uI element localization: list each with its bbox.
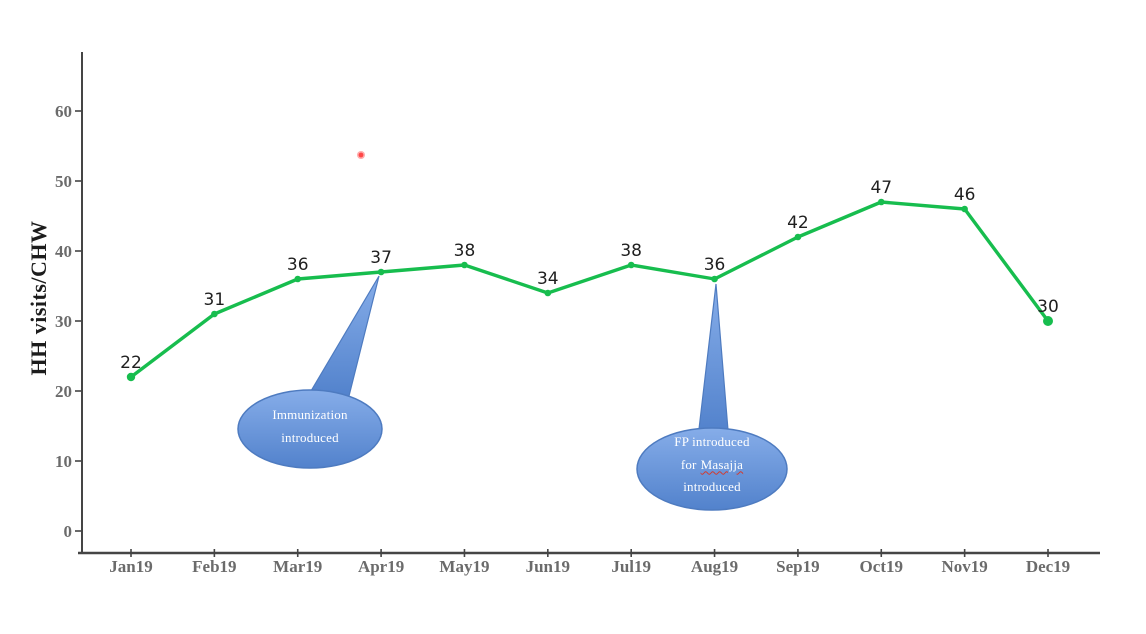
data-label: 38: [454, 241, 476, 261]
x-tick-label: Feb19: [192, 557, 236, 576]
x-tick-label: Dec19: [1026, 557, 1070, 576]
y-tick-label: 10: [55, 452, 72, 471]
y-tick-label: 20: [55, 382, 72, 401]
data-label: 38: [620, 241, 642, 261]
stray-red-dot: [357, 151, 365, 159]
callout2-ellipse: [636, 427, 788, 511]
axes-layer: 0 10 20 30 40 50 60 Jan19 Feb19 Mar19 Apr19 May19 Ju…: [55, 52, 1100, 576]
x-tick-label: Apr19: [358, 557, 404, 576]
callout1-text: Immunization introduced: [238, 403, 382, 449]
callout2-misspelled-word: Masajja: [700, 456, 744, 472]
data-label: 47: [870, 178, 892, 198]
x-tick-label: Mar19: [273, 557, 322, 576]
data-point: [794, 233, 802, 241]
y-axis-title: HH visits/CHW: [26, 220, 51, 376]
data-point: [877, 198, 885, 206]
callout2-line2-prefix: for: [680, 456, 697, 472]
series-line: [129, 200, 1050, 379]
callout2-line1: FP introduced: [674, 434, 750, 449]
y-tick-label: 40: [55, 242, 72, 261]
data-point: [461, 261, 468, 269]
data-label: 37: [370, 248, 392, 268]
data-label: 36: [287, 255, 309, 275]
callout2-line2: for Masajja: [636, 454, 788, 477]
data-point: [294, 275, 302, 283]
x-tick-label: Jun19: [526, 557, 570, 576]
y-tick-label: 60: [55, 102, 72, 121]
data-point: [377, 268, 385, 276]
x-tick-label: Aug19: [691, 557, 738, 576]
x-tick-label: May19: [439, 557, 489, 576]
series-layer: 22 31 36 37 38 34 38 36 42 47 46 30: [120, 178, 1059, 382]
data-label: 34: [537, 269, 559, 289]
data-point: [1043, 316, 1054, 326]
callout1-tail: [310, 275, 380, 398]
x-tick-label: Sep19: [776, 557, 819, 576]
callout2-text: FP introduced for Masajja introduced: [636, 431, 788, 499]
x-tick-label: Oct19: [860, 557, 903, 576]
callout1-ellipse: [237, 389, 383, 469]
y-tick-label: 0: [64, 522, 73, 541]
callout2-tail: [698, 283, 729, 434]
callout1-line2: introduced: [281, 430, 339, 445]
callout-shapes: [237, 275, 788, 511]
data-label: 42: [787, 213, 809, 233]
data-point: [544, 289, 552, 297]
data-label: 30: [1037, 297, 1059, 317]
data-point: [211, 310, 218, 318]
callout2-line3: introduced: [683, 479, 741, 494]
data-label: 36: [704, 255, 726, 275]
data-point: [961, 205, 968, 213]
x-tick-label: Jan19: [109, 557, 152, 576]
data-point: [627, 261, 635, 269]
y-tick-label: 50: [55, 172, 72, 191]
data-point: [126, 372, 136, 382]
data-label: 31: [204, 290, 226, 310]
x-tick-label: Jul19: [611, 557, 651, 576]
y-tick-label: 30: [55, 312, 72, 331]
data-point: [711, 275, 718, 283]
x-tick-label: Nov19: [941, 557, 987, 576]
data-label: 22: [120, 353, 142, 373]
data-label: 46: [954, 185, 976, 205]
callout1-line1: Immunization: [272, 407, 348, 422]
